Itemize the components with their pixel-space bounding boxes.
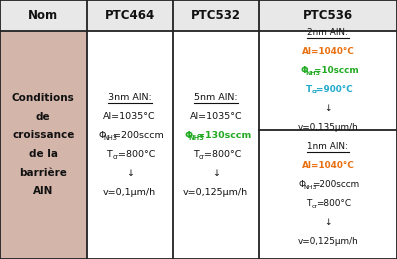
Text: =800°C: =800°C — [204, 150, 241, 159]
Text: 5nm AlN:: 5nm AlN: — [194, 93, 237, 102]
Text: PTC536: PTC536 — [303, 9, 353, 22]
Text: 1nm AlN:: 1nm AlN: — [308, 142, 348, 152]
Text: Φ: Φ — [184, 131, 192, 140]
Text: ↓: ↓ — [212, 169, 220, 178]
Text: PTC532: PTC532 — [191, 9, 241, 22]
Bar — [259, 31, 397, 259]
Bar — [173, 0, 259, 31]
Text: =800°C: =800°C — [118, 150, 155, 159]
Text: cr: cr — [199, 154, 205, 160]
Text: barrière: barrière — [19, 168, 67, 178]
Text: 2nm AlN:: 2nm AlN: — [308, 28, 348, 37]
Text: AlN: AlN — [33, 186, 54, 196]
Text: =200sccm: =200sccm — [312, 180, 360, 189]
Text: Φ: Φ — [299, 180, 305, 189]
Text: Φ: Φ — [301, 66, 308, 75]
Text: cr: cr — [113, 154, 119, 160]
Text: =10sccm: =10sccm — [314, 66, 358, 75]
Text: v=0,125μm/h: v=0,125μm/h — [297, 237, 358, 246]
Text: de: de — [36, 112, 50, 122]
Text: Al=1035°C: Al=1035°C — [189, 112, 242, 121]
Text: 3nm AlN:: 3nm AlN: — [108, 93, 152, 102]
Text: Nom: Nom — [28, 9, 58, 22]
Bar — [87, 0, 173, 31]
Text: ↓: ↓ — [324, 104, 331, 113]
Text: =900°C: =900°C — [316, 85, 353, 94]
Text: T: T — [106, 150, 112, 159]
Text: croissance: croissance — [12, 131, 75, 140]
Text: NH3: NH3 — [104, 135, 118, 141]
Bar — [259, 0, 397, 31]
Text: v=0,1μm/h: v=0,1μm/h — [103, 188, 156, 197]
Text: cr: cr — [312, 89, 318, 95]
Text: T: T — [306, 85, 312, 94]
Bar — [0, 0, 87, 31]
Bar — [173, 31, 259, 259]
Text: Conditions: Conditions — [12, 93, 75, 103]
Text: Φ: Φ — [98, 131, 106, 140]
Text: =130sccm: =130sccm — [197, 131, 251, 140]
Text: NH3: NH3 — [303, 185, 317, 190]
Text: =800°C: =800°C — [316, 199, 352, 208]
Text: Al=1040°C: Al=1040°C — [301, 161, 355, 170]
Text: de la: de la — [29, 149, 58, 159]
Text: ↓: ↓ — [324, 218, 331, 227]
Bar — [0, 31, 87, 259]
Text: =200sccm: =200sccm — [113, 131, 164, 140]
Text: PTC464: PTC464 — [104, 9, 155, 22]
Text: T: T — [193, 150, 198, 159]
Text: Al=1035°C: Al=1035°C — [103, 112, 156, 121]
Text: cr: cr — [312, 204, 318, 209]
Text: Al=1040°C: Al=1040°C — [301, 47, 355, 56]
Text: NH3: NH3 — [189, 135, 204, 141]
Text: v=0,135μm/h: v=0,135μm/h — [297, 123, 358, 132]
Text: ↓: ↓ — [125, 169, 134, 178]
Text: T: T — [306, 199, 312, 208]
Bar — [87, 31, 173, 259]
Text: NH3: NH3 — [305, 70, 320, 76]
Text: v=0,125μm/h: v=0,125μm/h — [183, 188, 249, 197]
